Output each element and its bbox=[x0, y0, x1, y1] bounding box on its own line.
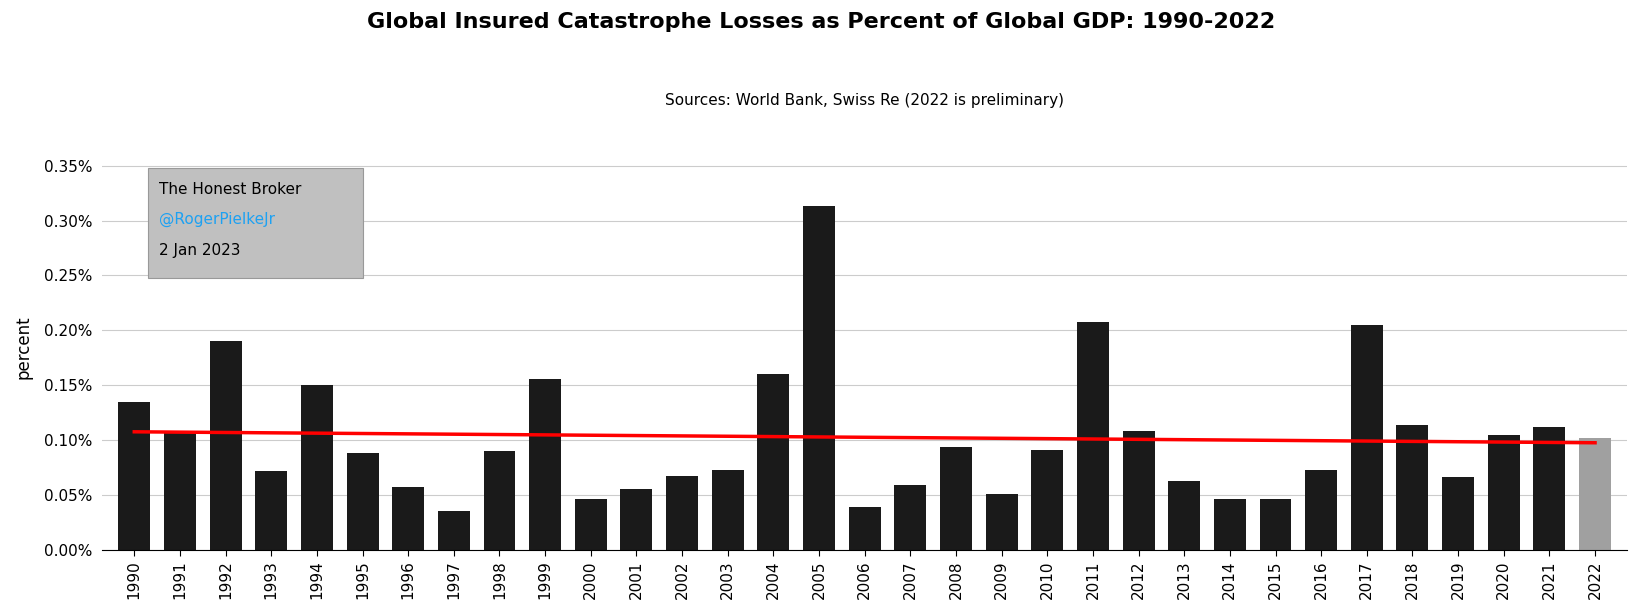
Bar bbox=[939, 446, 972, 550]
Bar bbox=[346, 453, 379, 550]
Bar bbox=[1580, 438, 1611, 550]
Bar bbox=[621, 489, 652, 550]
Bar bbox=[1077, 322, 1108, 550]
Text: Global Insured Catastrophe Losses as Percent of Global GDP: 1990-2022: Global Insured Catastrophe Losses as Per… bbox=[366, 12, 1276, 33]
Bar bbox=[895, 485, 926, 550]
FancyBboxPatch shape bbox=[148, 168, 363, 278]
Bar bbox=[1167, 481, 1200, 550]
Bar bbox=[575, 499, 608, 550]
Text: 2 Jan 2023: 2 Jan 2023 bbox=[159, 243, 241, 258]
Bar bbox=[300, 385, 333, 550]
Bar bbox=[1259, 499, 1292, 550]
Bar bbox=[803, 206, 836, 550]
Title: Sources: World Bank, Swiss Re (2022 is preliminary): Sources: World Bank, Swiss Re (2022 is p… bbox=[665, 93, 1064, 108]
Bar bbox=[1213, 499, 1246, 550]
Bar bbox=[118, 402, 151, 550]
Bar bbox=[1305, 470, 1337, 550]
Bar bbox=[1351, 325, 1383, 550]
Bar bbox=[438, 511, 470, 550]
Bar bbox=[1442, 477, 1475, 550]
Bar bbox=[210, 341, 241, 550]
Bar bbox=[1396, 425, 1429, 550]
Bar bbox=[1123, 431, 1154, 550]
Bar bbox=[667, 476, 698, 550]
Bar bbox=[529, 379, 562, 550]
Bar bbox=[1031, 450, 1064, 550]
Bar bbox=[1488, 435, 1520, 550]
Bar bbox=[757, 374, 790, 550]
Bar bbox=[711, 470, 744, 550]
Bar bbox=[849, 507, 880, 550]
Bar bbox=[392, 487, 424, 550]
Y-axis label: percent: percent bbox=[15, 315, 33, 379]
Text: The Honest Broker: The Honest Broker bbox=[159, 182, 302, 197]
Bar bbox=[164, 432, 195, 550]
Bar bbox=[985, 494, 1018, 550]
Bar bbox=[255, 471, 287, 550]
Bar bbox=[1534, 427, 1565, 550]
Bar bbox=[483, 451, 516, 550]
Text: @RogerPielkeJr: @RogerPielkeJr bbox=[159, 212, 276, 227]
